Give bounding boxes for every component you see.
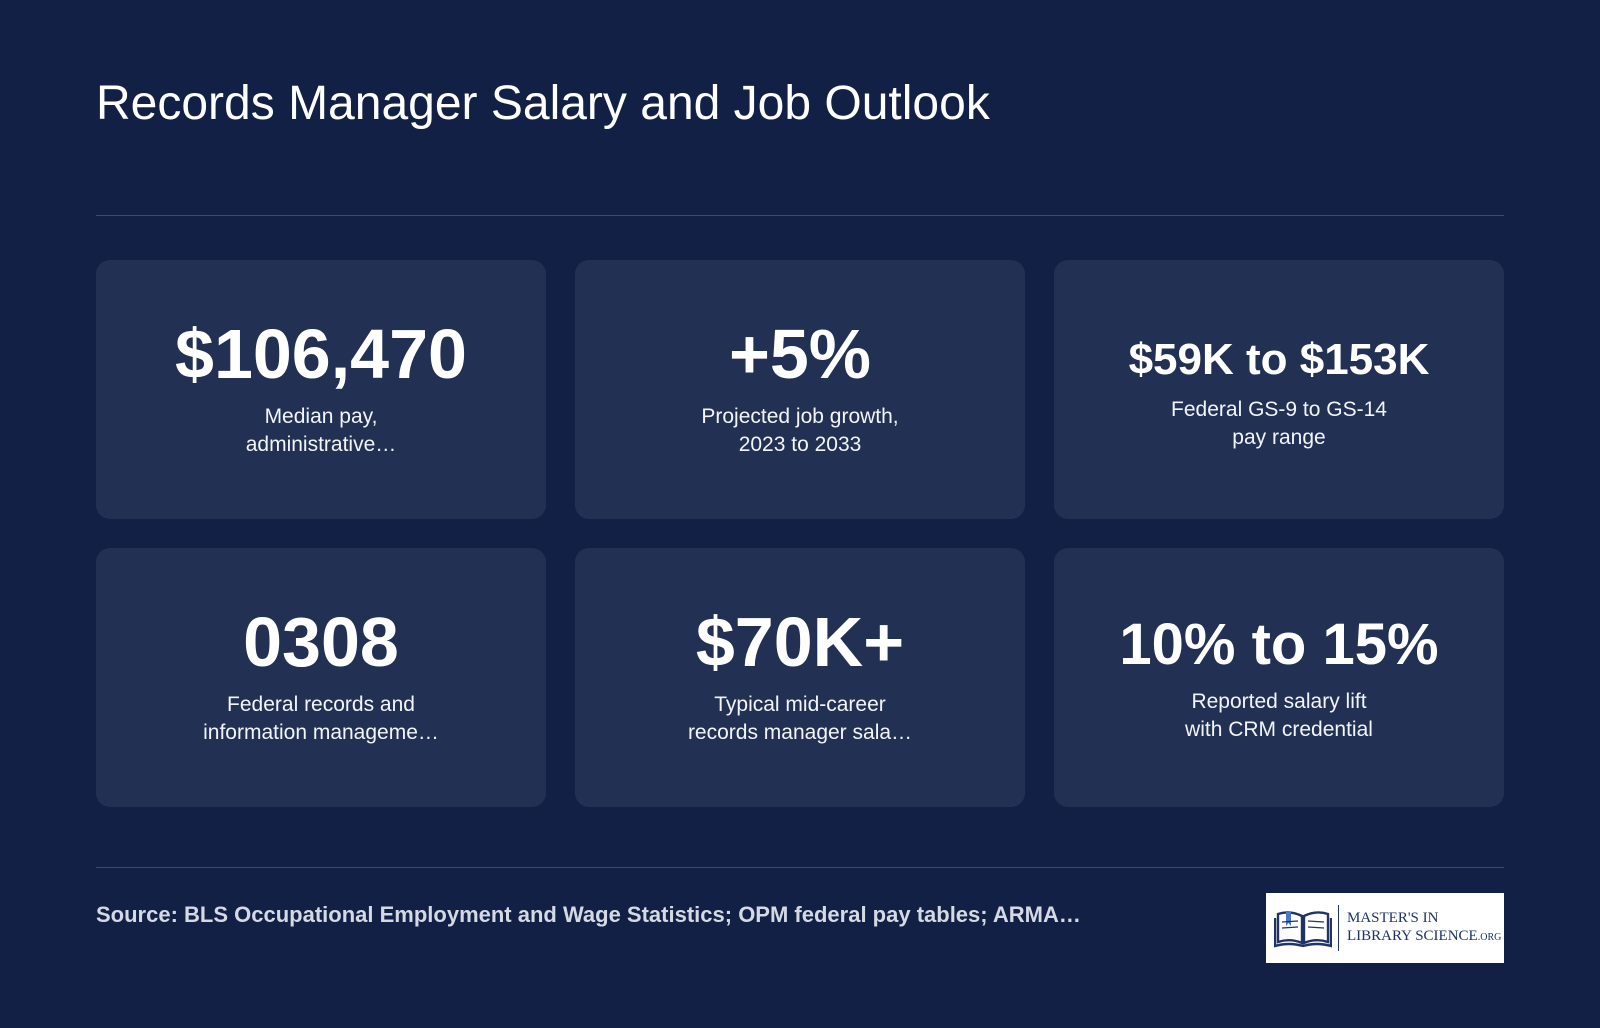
stat-description-line: 2023 to 2033 — [738, 432, 862, 456]
stat-description-line: information manageme… — [203, 720, 439, 744]
bottom-divider — [96, 867, 1504, 868]
stats-grid: $106,470 Median pay, administrative… +5%… — [96, 260, 1504, 807]
stat-value: $70K+ — [695, 602, 905, 681]
stat-description-line: Projected job growth, — [701, 404, 899, 428]
stat-card-crm-salary-lift: 10% to 15% Reported salary lift with CRM… — [1054, 548, 1504, 807]
brand-logo: MASTER'S IN LIBRARY SCIENCE.ORG — [1266, 893, 1504, 963]
stat-description: Reported salary lift with CRM credential — [1129, 688, 1429, 744]
stat-description-line: administrative… — [245, 432, 397, 456]
stat-description: Projected job growth, 2023 to 2033 — [650, 403, 950, 459]
stat-description: Median pay, administrative… — [171, 403, 471, 459]
stat-description-line: with CRM credential — [1185, 717, 1373, 741]
stat-card-federal-pay-range: $59K to $153K Federal GS-9 to GS-14 pay … — [1054, 260, 1504, 519]
stat-description-line: Reported salary lift — [1191, 689, 1367, 713]
stat-description-line: records manager sala… — [687, 720, 913, 744]
logo-wordmark: MASTER'S IN LIBRARY SCIENCE.ORG — [1347, 909, 1501, 947]
logo-divider — [1338, 905, 1339, 951]
stat-value: +5% — [728, 314, 872, 393]
stat-description: Federal records and information manageme… — [171, 691, 471, 747]
stat-value: $106,470 — [175, 314, 467, 393]
logo-suffix: .ORG — [1477, 932, 1502, 943]
stat-description-line: Typical mid-career — [714, 692, 886, 716]
stat-card-job-growth: +5% Projected job growth, 2023 to 2033 — [575, 260, 1025, 519]
top-divider — [96, 215, 1504, 216]
logo-line-1: MASTER'S IN — [1347, 910, 1439, 926]
stat-description: Typical mid-career records manager sala… — [650, 691, 950, 747]
stat-card-federal-series: 0308 Federal records and information man… — [96, 548, 546, 807]
stat-description: Federal GS-9 to GS-14 pay range — [1129, 396, 1429, 452]
stat-value: 10% to 15% — [1119, 611, 1439, 677]
stat-description-line: pay range — [1232, 425, 1326, 449]
stat-value: 0308 — [243, 602, 399, 681]
page-title: Records Manager Salary and Job Outlook — [96, 77, 990, 130]
logo-line-2: LIBRARY SCIENCE.ORG — [1347, 927, 1501, 947]
stat-description-line: Federal records and — [227, 692, 415, 716]
stat-value: $59K to $153K — [1128, 334, 1430, 384]
stat-card-mid-career-salary: $70K+ Typical mid-career records manager… — [575, 548, 1025, 807]
logo-line-2-text: LIBRARY SCIENCE — [1347, 928, 1478, 944]
stat-description-line: Federal GS-9 to GS-14 — [1171, 397, 1387, 421]
stat-description-line: Median pay, — [264, 404, 378, 428]
open-book-icon — [1274, 911, 1332, 948]
stat-card-median-pay: $106,470 Median pay, administrative… — [96, 260, 546, 519]
source-note: Source: BLS Occupational Employment and … — [96, 902, 1081, 927]
